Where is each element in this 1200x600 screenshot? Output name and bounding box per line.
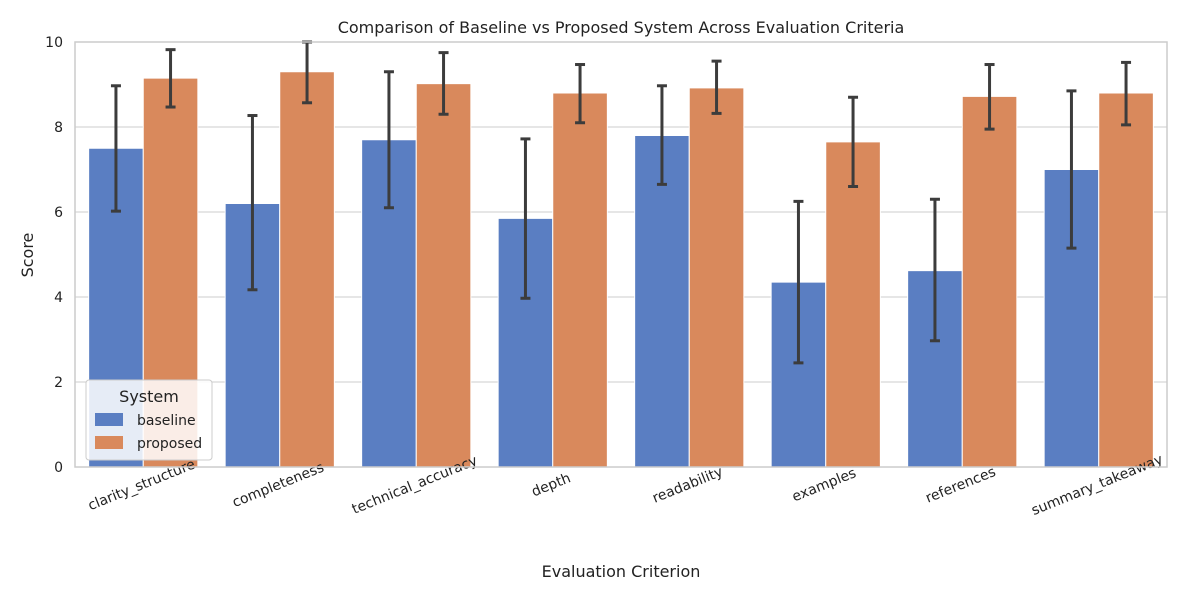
error-bar-baseline — [110, 84, 121, 213]
error-bar-baseline — [1066, 89, 1077, 250]
bar-proposed — [279, 71, 335, 468]
x-tick-label: references — [923, 464, 998, 507]
bar-proposed — [552, 92, 608, 468]
y-tick-label: 4 — [54, 290, 63, 306]
bar-proposed — [961, 95, 1018, 468]
y-tick-label: 8 — [54, 120, 63, 136]
legend: System baseline proposed — [85, 379, 213, 461]
error-bar-baseline — [656, 84, 667, 186]
y-tick-label: 6 — [54, 205, 63, 221]
x-tick-label: readability — [650, 464, 725, 507]
x-tick-label: depth — [529, 470, 573, 500]
legend-title: System — [119, 387, 179, 406]
error-bar-proposed — [575, 63, 586, 125]
error-bar-baseline — [247, 114, 258, 292]
legend-label-baseline: baseline — [137, 413, 196, 429]
bar-proposed — [825, 141, 881, 468]
error-bar-baseline — [383, 70, 394, 210]
legend-swatch-baseline — [95, 413, 123, 426]
error-bar-proposed — [165, 48, 176, 109]
error-bar-baseline — [793, 199, 804, 365]
chart-title: Comparison of Baseline vs Proposed Syste… — [338, 18, 905, 37]
error-bar-baseline — [520, 137, 531, 300]
error-bar-proposed — [438, 51, 449, 116]
error-bar-proposed — [711, 59, 722, 115]
plot-frame — [74, 41, 1168, 468]
x-axis-label: Evaluation Criterion — [542, 562, 701, 581]
bar-proposed — [1098, 92, 1154, 468]
bar-proposed — [415, 83, 472, 468]
bar-proposed — [688, 87, 745, 468]
y-tick-label: 10 — [45, 35, 63, 51]
error-bar-proposed — [848, 95, 859, 188]
error-bar-proposed — [984, 63, 995, 131]
legend-swatch-proposed — [95, 436, 123, 449]
error-bar-baseline — [929, 197, 940, 343]
bar-baseline — [634, 135, 690, 468]
y-axis-label: Score — [18, 233, 37, 278]
legend-label-proposed: proposed — [137, 436, 202, 452]
y-tick-label: 2 — [54, 375, 63, 391]
x-tick-label: examples — [790, 465, 859, 505]
y-tick-label: 0 — [54, 460, 63, 476]
error-bar-proposed — [1121, 60, 1132, 127]
